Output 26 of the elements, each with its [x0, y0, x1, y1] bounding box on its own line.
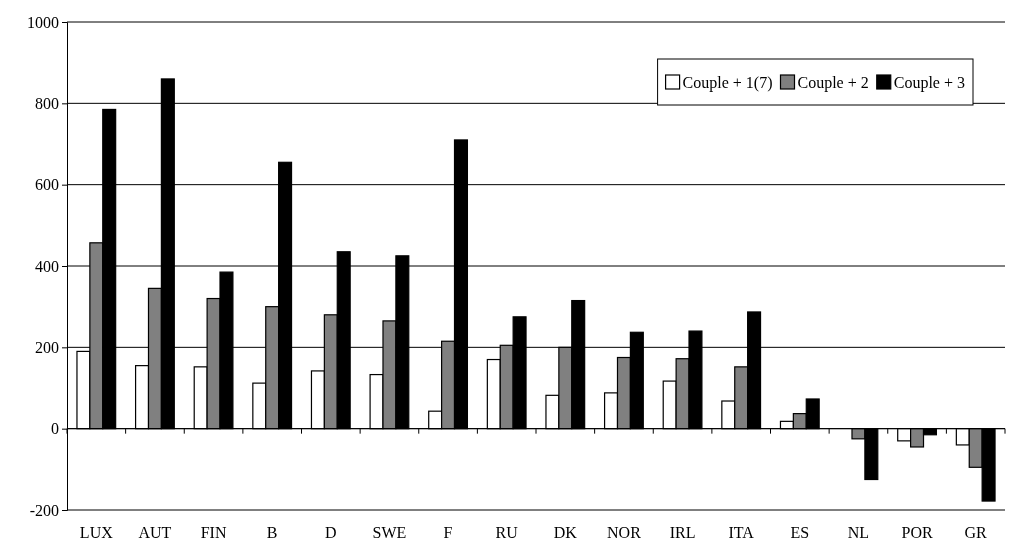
x-tick-label: GR [964, 524, 988, 541]
x-tick-label: DK [553, 524, 578, 541]
y-tick-label: 0 [51, 420, 59, 438]
x-tick-label: RU [495, 524, 519, 541]
x-tick-label: NOR [607, 524, 642, 541]
y-tick-label: 800 [35, 94, 59, 112]
legend-label: Couple + 2 [797, 74, 869, 92]
x-tick-label: SWE [372, 524, 407, 541]
x-tick-label: ITA [728, 524, 755, 541]
x-tick-label: IRL [669, 524, 696, 541]
y-tick-label: 200 [35, 338, 59, 356]
x-tick-label: F [443, 524, 453, 541]
x-tick-label: ES [790, 524, 810, 541]
legend-label: Couple + 3 [893, 74, 965, 92]
y-tick-label: 600 [35, 176, 59, 194]
y-tick-label: 1000 [27, 13, 59, 31]
x-tick-label: FIN [200, 524, 227, 541]
y-tick-label: 400 [35, 257, 59, 275]
x-tick-label: B [266, 524, 278, 541]
x-tick-label: D [325, 524, 337, 541]
x-tick-label: AUT [138, 524, 172, 541]
x-tick-label: POR [901, 524, 933, 541]
y-tick-label: -200 [29, 501, 59, 519]
x-tick-label: LUX [79, 524, 114, 541]
x-tick-label: NL [847, 524, 870, 541]
legend-label: Couple + 1(7) [682, 74, 773, 92]
